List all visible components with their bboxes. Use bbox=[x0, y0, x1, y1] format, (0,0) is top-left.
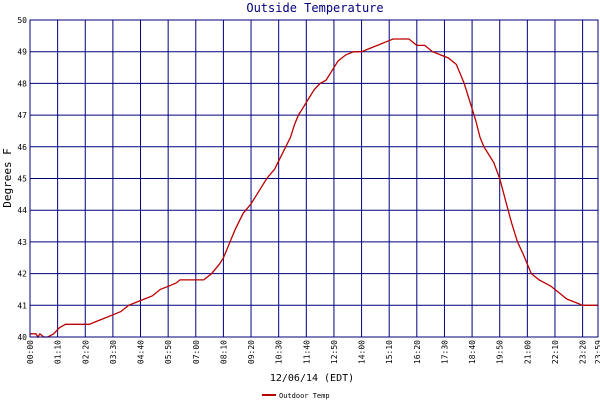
x-tick-label: 22:10 bbox=[551, 340, 560, 364]
y-tick-label: 46 bbox=[17, 143, 27, 152]
x-axis-label: 12/06/14 (EDT) bbox=[270, 373, 354, 384]
x-tick-label: 07:00 bbox=[192, 340, 201, 364]
y-tick-label: 45 bbox=[17, 175, 27, 184]
x-tick-label: 08:10 bbox=[219, 340, 228, 364]
x-tick-label: 16:20 bbox=[413, 340, 422, 364]
y-axis-label: Degrees F bbox=[1, 148, 14, 208]
x-tick-label: 15:10 bbox=[385, 340, 394, 364]
legend-label-outdoor-temp: Outdoor Temp bbox=[279, 392, 330, 400]
y-tick-label: 43 bbox=[17, 238, 27, 247]
x-tick-label: 14:00 bbox=[358, 340, 367, 364]
x-tick-label: 21:00 bbox=[523, 340, 532, 364]
y-tick-label: 44 bbox=[17, 206, 27, 215]
x-tick-label: 12:50 bbox=[330, 340, 339, 364]
chart-title: Outside Temperature bbox=[246, 1, 383, 15]
y-tick-label: 49 bbox=[17, 48, 27, 57]
y-tick-label: 47 bbox=[17, 111, 27, 120]
x-tick-label: 05:50 bbox=[164, 340, 173, 364]
x-tick-labels: 00:00 01:10 02:20 03:30 04:40 05:50 07:00 08:10… bbox=[26, 340, 600, 364]
x-tick-label: 02:20 bbox=[81, 340, 90, 364]
x-tick-label: 10:30 bbox=[275, 340, 284, 364]
x-tick-label: 09:20 bbox=[247, 340, 256, 364]
y-tick-label: 41 bbox=[17, 301, 27, 310]
plot-frame bbox=[29, 19, 599, 338]
x-tick-label: 19:50 bbox=[496, 340, 505, 364]
y-tick-label: 50 bbox=[17, 16, 27, 25]
x-tick-label: 23:20 bbox=[579, 340, 588, 364]
x-tick-label: 18:40 bbox=[468, 340, 477, 364]
x-tick-label: 11:40 bbox=[302, 340, 311, 364]
x-tick-label: 04:40 bbox=[137, 340, 146, 364]
y-tick-label: 42 bbox=[17, 270, 27, 279]
y-tick-label: 40 bbox=[17, 333, 27, 342]
x-tick-label: 23:59 bbox=[594, 340, 600, 364]
y-tick-labels: 40 41 42 43 44 45 46 47 48 49 50 bbox=[17, 16, 27, 342]
series-line-outdoor-temp bbox=[30, 38, 598, 339]
y-tick-label: 48 bbox=[17, 79, 27, 88]
x-tick-label: 03:30 bbox=[109, 340, 118, 364]
legend: Outdoor Temp bbox=[262, 392, 330, 400]
x-tick-label: 17:30 bbox=[440, 340, 449, 364]
x-tick-label: 00:00 bbox=[26, 340, 35, 364]
x-tick-label: 01:10 bbox=[54, 340, 63, 364]
